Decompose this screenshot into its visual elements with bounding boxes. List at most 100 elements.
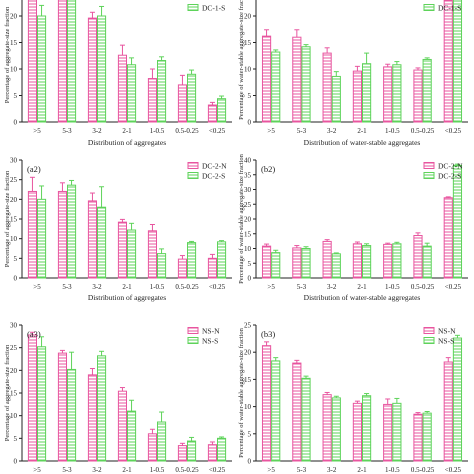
y-axis-label: Percentage of water-stable aggregate-siz… — [238, 0, 245, 120]
y-tick-label: 20 — [244, 13, 252, 21]
legend-swatch — [423, 337, 435, 344]
bar-s — [452, 164, 463, 279]
bar-s — [127, 229, 137, 279]
bar-s — [97, 15, 107, 123]
x-tick-label: <0.25 — [209, 283, 226, 291]
bar-n — [413, 235, 423, 279]
x-tick-label: >5 — [33, 283, 41, 291]
legend-swatch — [423, 162, 435, 169]
y-tick-label: 20 — [244, 349, 252, 357]
bar-n — [443, 0, 453, 123]
bar-n — [383, 66, 393, 123]
x-tick-label: 1-0.5 — [150, 466, 165, 474]
legend-swatch — [187, 162, 199, 169]
x-tick-label: 5-3 — [297, 127, 307, 135]
y-tick-label: 20 — [10, 196, 18, 204]
bar-n — [322, 394, 332, 462]
x-tick-label: 0.5-0.25 — [411, 127, 435, 135]
x-tick-label: >5 — [267, 127, 275, 135]
bar-s — [217, 241, 227, 279]
y-tick-label: 5 — [14, 255, 18, 263]
x-tick-label: 3-2 — [327, 283, 337, 291]
bar-n — [413, 69, 423, 123]
x-tick-label: 3-2 — [92, 466, 102, 474]
legend-label: DC-2-N — [438, 162, 463, 171]
bar-s — [157, 60, 167, 123]
bar-n — [383, 403, 393, 462]
bar-n — [27, 190, 37, 279]
bar-s — [362, 395, 372, 462]
bar-n — [292, 247, 302, 279]
x-tick-label: >5 — [33, 466, 41, 474]
bar-s — [422, 58, 432, 123]
y-tick-label: 25 — [244, 322, 252, 330]
bar-n — [383, 243, 393, 279]
y-tick-label: 5 — [248, 92, 252, 100]
bar-n — [177, 258, 187, 279]
y-tick-label: 15 — [244, 39, 252, 47]
x-tick-label: 0.5-0.25 — [175, 466, 199, 474]
bar-n — [87, 17, 98, 123]
legend-label: DC-1-S — [202, 4, 225, 13]
bar-s — [422, 245, 432, 279]
bar-n — [57, 352, 68, 462]
x-tick-label: 3-2 — [92, 127, 102, 135]
bar-s — [187, 242, 197, 279]
x-tick-label: 1-0.5 — [385, 466, 400, 474]
x-tick-label: 3-2 — [92, 283, 102, 291]
chart-panel-1: 0 5 10 15 20 >5 5-3 3-2 2-1 1-0.5 0.5-0.25 <0.25 Dis… — [4, 0, 232, 147]
bar-n — [261, 245, 272, 279]
y-tick-label: 10 — [244, 66, 252, 74]
x-tick-label: 5-3 — [62, 283, 72, 291]
y-tick-label: 10 — [244, 245, 252, 253]
y-tick-label: 40 — [244, 157, 252, 165]
bar-n — [147, 230, 157, 279]
bar-n — [207, 104, 217, 123]
bar-s — [37, 346, 47, 462]
bar-n — [413, 413, 423, 462]
y-tick-label: 20 — [10, 367, 18, 375]
y-axis-label: Percentage of aggregate-size fraction — [4, 170, 11, 267]
bar-s — [301, 248, 311, 279]
bar-n — [443, 361, 453, 462]
y-tick-label: 30 — [10, 157, 18, 165]
x-axis-label: Distribution of aggregates — [88, 293, 166, 302]
bar-n — [261, 35, 272, 123]
x-tick-label: 2-1 — [357, 283, 367, 291]
x-tick-label: 0.5-0.25 — [175, 283, 199, 291]
x-axis-label: Distribution of water-stable aggregates — [304, 138, 421, 147]
bar-n — [352, 243, 362, 279]
legend-swatch — [423, 172, 435, 179]
x-tick-label: <0.25 — [445, 466, 462, 474]
legend-swatch — [187, 337, 199, 344]
bar-s — [331, 397, 341, 462]
x-axis-label: Distribution of water-stable aggregates — [304, 293, 421, 302]
bar-n — [27, 0, 37, 123]
bar-s — [392, 64, 402, 123]
x-tick-label: <0.25 — [445, 127, 462, 135]
bar-s — [392, 243, 402, 279]
x-tick-label: 0.5-0.25 — [411, 466, 435, 474]
x-axis-label: Distribution of aggregates — [88, 138, 166, 147]
y-tick-label: 35 — [244, 171, 252, 179]
y-tick-label: 5 — [248, 260, 252, 268]
y-tick-label: 15 — [10, 390, 18, 398]
panel-label: (b3) — [261, 329, 275, 339]
x-tick-label: >5 — [267, 466, 275, 474]
bar-n — [352, 70, 362, 123]
x-tick-label: 1-0.5 — [385, 127, 400, 135]
x-tick-label: 2-1 — [122, 283, 132, 291]
legend-swatch — [423, 4, 435, 11]
bar-s — [452, 337, 463, 462]
y-tick-label: 5 — [248, 430, 252, 438]
x-tick-label: 5-3 — [297, 283, 307, 291]
legend-swatch — [187, 172, 199, 179]
chart-panel-4: 0 5 10 15 20 25 30 35 40 >5 5-3 3-2 2-1 1-0.5 0.5-0.25… — [238, 153, 468, 302]
bar-s — [217, 98, 227, 123]
bar-n — [147, 433, 157, 462]
legend-label: DC-2-S — [438, 172, 461, 181]
bar-s — [67, 184, 77, 279]
bar-n — [117, 390, 128, 462]
bar-s — [67, 0, 77, 123]
